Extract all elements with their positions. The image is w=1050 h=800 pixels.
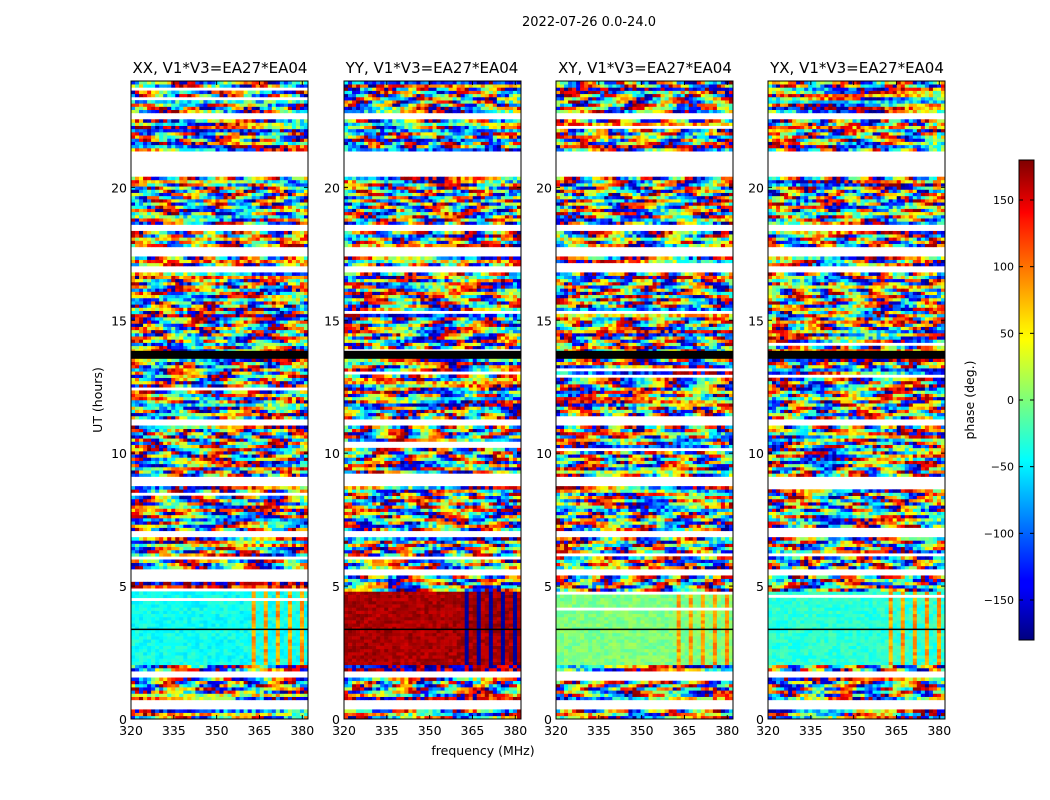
axes-frame <box>343 80 522 720</box>
x-tick-label: 320 <box>756 723 780 738</box>
x-tick-label: 350 <box>630 723 654 738</box>
panel-title: YY, V1*V3=EA27*EA04 <box>345 59 519 77</box>
y-tick-label: 0 <box>119 712 127 727</box>
colorbar: phase (deg.) 150 100 50 0 −50 −100 −150 <box>962 159 1035 641</box>
flag-line <box>768 628 945 631</box>
colorbar-tick-label: 50 <box>1000 327 1014 340</box>
x-tick-label: 365 <box>885 723 909 738</box>
x-tick-label: 380 <box>503 723 527 738</box>
colorbar-tick-label: −50 <box>991 461 1014 474</box>
y-tick-label: 10 <box>748 446 764 461</box>
flag-bar <box>768 350 945 359</box>
panel-title: YX, V1*V3=EA27*EA04 <box>769 59 944 77</box>
y-tick-label: 20 <box>536 180 552 195</box>
axes-frame <box>767 80 946 720</box>
flag-line <box>556 628 733 631</box>
x-tick-label: 380 <box>715 723 739 738</box>
y-tick-label: 0 <box>544 712 552 727</box>
y-tick-label: 0 <box>756 712 764 727</box>
flag-bar <box>131 350 308 359</box>
y-tick-label: 5 <box>119 579 127 594</box>
x-tick-label: 335 <box>587 723 611 738</box>
x-tick-label: 335 <box>162 723 186 738</box>
heatmap-image <box>344 81 522 720</box>
panel-yx: YX, V1*V3=EA27*EA04 320 335 350 365 380 0 5 10 1… <box>748 59 951 738</box>
y-axis-label: UT (hours) <box>90 367 105 433</box>
y-tick-label: 5 <box>756 579 764 594</box>
x-tick-label: 365 <box>248 723 272 738</box>
x-tick-label: 335 <box>375 723 399 738</box>
y-tick-label: 20 <box>111 180 127 195</box>
axes-frame <box>130 80 309 720</box>
x-tick-label: 350 <box>205 723 229 738</box>
x-tick-label: 365 <box>461 723 485 738</box>
y-tick-label: 15 <box>111 313 127 328</box>
y-tick-label: 0 <box>332 712 340 727</box>
y-tick-label: 10 <box>111 446 127 461</box>
x-tick-label: 320 <box>332 723 356 738</box>
panel-title: XX, V1*V3=EA27*EA04 <box>133 59 308 77</box>
y-tick-label: 15 <box>536 313 552 328</box>
figure-suptitle: 2022-07-26 0.0-24.0 <box>522 15 656 30</box>
flag-line <box>344 628 521 631</box>
panel-yy: YY, V1*V3=EA27*EA04 320 335 350 365 380 0 5 10 1… <box>324 59 527 738</box>
panel-xx: XX, V1*V3=EA27*EA04 320 335 350 365 380 0 5 10 1… <box>111 59 314 738</box>
heatmap-image <box>768 81 946 720</box>
colorbar-tick-label: 100 <box>993 261 1014 274</box>
x-tick-label: 350 <box>418 723 442 738</box>
y-tick-label: 5 <box>332 579 340 594</box>
x-tick-label: 335 <box>799 723 823 738</box>
x-tick-label: 320 <box>119 723 143 738</box>
x-tick-label: 350 <box>842 723 866 738</box>
y-tick-label: 5 <box>544 579 552 594</box>
heatmap-image <box>131 81 309 720</box>
axes-frame <box>555 80 734 720</box>
heatmap-image <box>556 81 734 720</box>
colorbar-tick-label: 0 <box>1007 394 1014 407</box>
x-tick-label: 380 <box>290 723 314 738</box>
x-axis-label: frequency (MHz) <box>431 743 534 758</box>
y-tick-label: 10 <box>536 446 552 461</box>
y-tick-label: 20 <box>324 180 340 195</box>
x-tick-label: 380 <box>927 723 951 738</box>
y-tick-label: 20 <box>748 180 764 195</box>
panel-title: XY, V1*V3=EA27*EA04 <box>558 59 732 77</box>
flag-bar <box>344 350 521 359</box>
colorbar-tick-label: 150 <box>993 194 1014 207</box>
colorbar-label: phase (deg.) <box>962 361 977 440</box>
flag-line <box>131 628 308 631</box>
colorbar-tick-label: −150 <box>984 594 1014 607</box>
x-tick-label: 365 <box>673 723 697 738</box>
colorbar-tick-label: −100 <box>984 527 1014 540</box>
y-tick-label: 15 <box>748 313 764 328</box>
y-tick-label: 15 <box>324 313 340 328</box>
panel-xy: XY, V1*V3=EA27*EA04 320 335 350 365 380 0 5 10 1… <box>536 59 739 738</box>
flag-bar <box>556 350 733 359</box>
x-tick-label: 320 <box>544 723 568 738</box>
y-tick-label: 10 <box>324 446 340 461</box>
